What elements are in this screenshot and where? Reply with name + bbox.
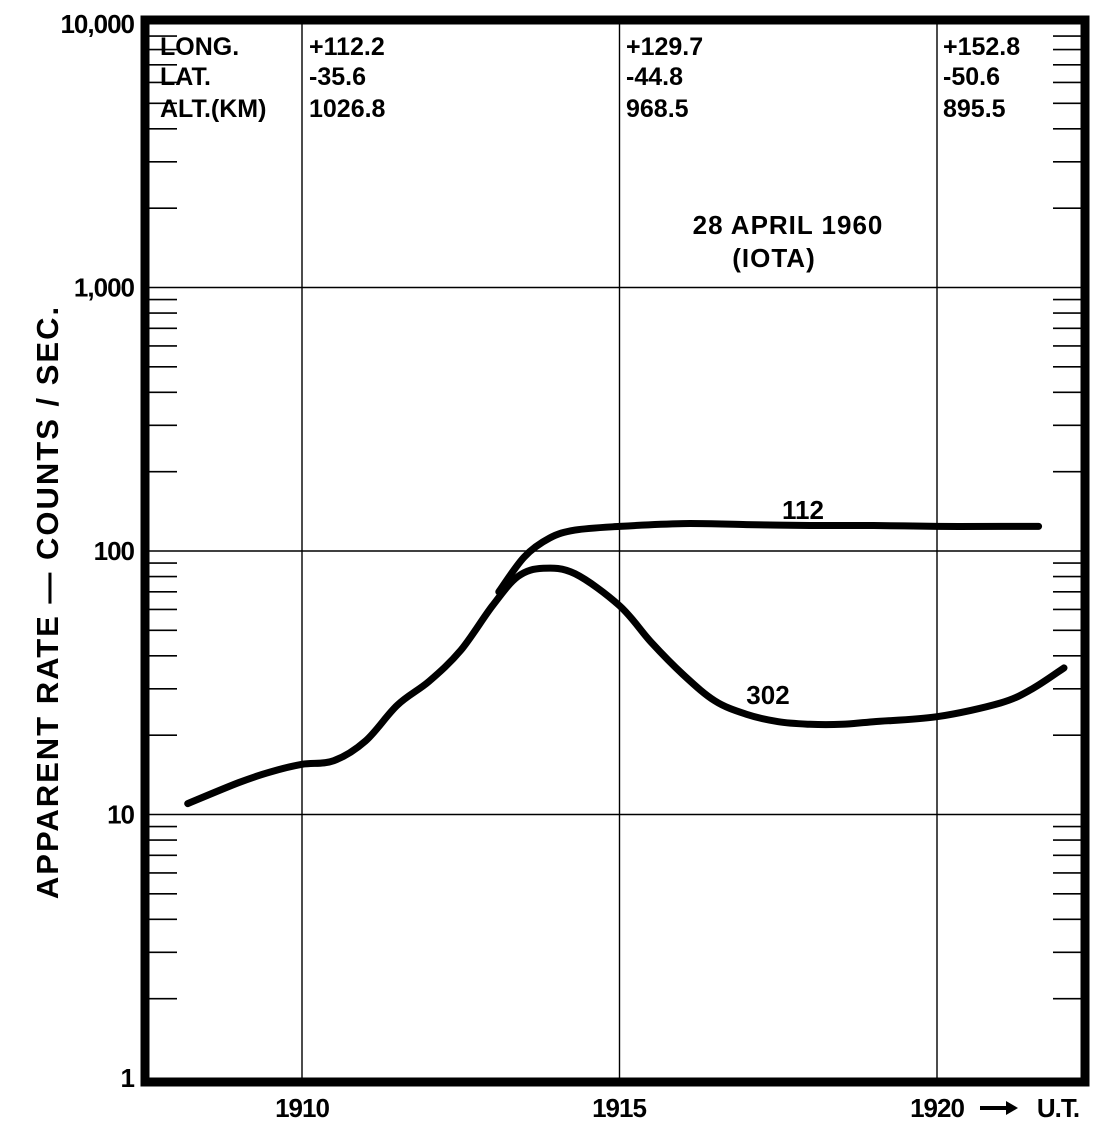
lat-1920: -50.6 — [943, 63, 1000, 91]
alt-1920: 895.5 — [943, 95, 1006, 123]
lat-1915: -44.8 — [626, 63, 683, 91]
row-label-lat: LAT. — [160, 63, 211, 91]
series-label-112: 112 — [782, 495, 824, 525]
chart-subtitle: (IOTA) — [732, 243, 816, 273]
x-axis-label: U.T. — [1037, 1093, 1079, 1123]
x-tick-label-1920: 1920 — [910, 1093, 964, 1123]
row-label-long: LONG. — [160, 33, 239, 61]
series-line-302 — [184, 564, 1068, 808]
plot-frame — [140, 15, 1090, 1087]
position-table: LONG. LAT. ALT.(KM) +112.2 -35.6 1026.8 … — [160, 33, 1020, 123]
y-tick-label-100: 100 — [94, 536, 135, 566]
x-tick-labels: 1910 1915 1920 U.T. — [275, 1093, 1080, 1123]
y-axis-label: APPARENT RATE — COUNTS / SEC. — [30, 305, 65, 899]
long-1920: +152.8 — [943, 33, 1020, 61]
x-tick-label-1910: 1910 — [275, 1093, 329, 1123]
series-line-112 — [495, 520, 1043, 596]
x-axis-arrow — [980, 1101, 1018, 1115]
y-tick-label-10: 10 — [107, 800, 134, 830]
alt-1915: 968.5 — [626, 95, 689, 123]
grid-lines — [149, 24, 1081, 1078]
y-tick-label-1: 1 — [121, 1063, 135, 1093]
chart-title: 28 APRIL 1960 — [693, 210, 884, 240]
y-tick-label-1000: 1,000 — [74, 273, 135, 303]
long-1910: +112.2 — [309, 33, 385, 61]
y-tick-label-10000: 10,000 — [60, 9, 134, 39]
x-tick-label-1915: 1915 — [592, 1093, 646, 1123]
long-1915: +129.7 — [626, 33, 703, 61]
minor-ticks — [149, 35, 1081, 1000]
alt-1910: 1026.8 — [309, 95, 386, 123]
series-lines — [184, 520, 1068, 808]
y-tick-labels: 1 10 100 1,000 10,000 — [60, 9, 135, 1093]
lat-1910: -35.6 — [309, 63, 366, 91]
series-label-302: 302 — [746, 680, 789, 710]
row-label-alt: ALT.(KM) — [160, 95, 266, 123]
